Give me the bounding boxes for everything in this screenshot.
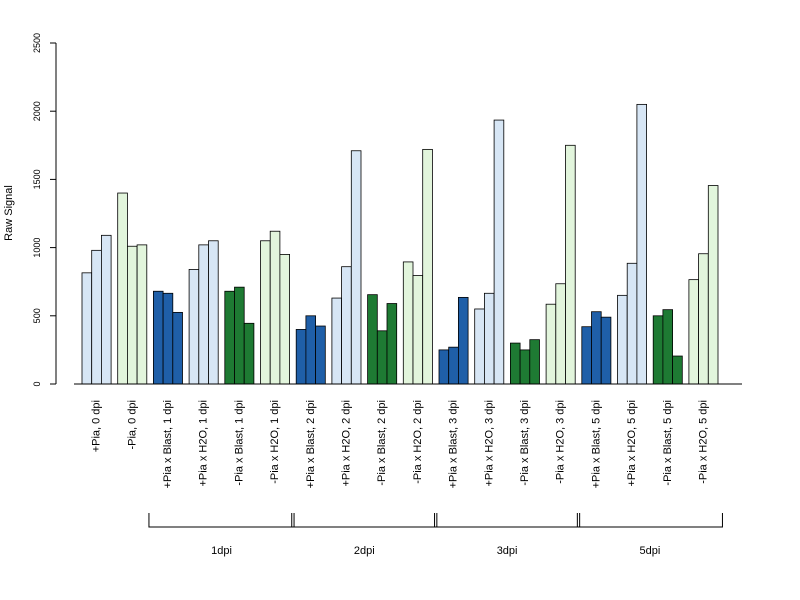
group-brackets: 1dpi 2dpi 3dpi 5dpi	[148, 513, 723, 557]
bar	[279, 254, 290, 385]
y-tick-label: 0	[32, 381, 42, 386]
bar	[386, 303, 398, 385]
x-tick-label: -Pia x H2O, 1 dpi	[269, 400, 281, 484]
x-tick-labels: +Pia, 0 dpi -Pia, 0 dpi +Pia x Blast, 1 dp…	[91, 400, 710, 488]
bar	[198, 244, 209, 385]
bar	[581, 326, 592, 385]
bar	[448, 346, 459, 385]
bar	[117, 192, 128, 385]
bar	[350, 150, 362, 385]
x-tick-label: -Pia x Blast, 5 dpi	[662, 400, 674, 486]
bar	[529, 339, 540, 385]
bar	[600, 316, 612, 385]
y-tick-label: 2500	[32, 33, 42, 53]
bar	[81, 272, 93, 385]
bar	[331, 297, 342, 385]
bar	[672, 355, 683, 385]
group-label: 3dpi	[497, 545, 518, 557]
x-tick-label: +Pia x Blast, 1 dpi	[162, 400, 174, 488]
group-label: 2dpi	[354, 545, 375, 557]
bar	[474, 308, 485, 385]
bar	[662, 309, 674, 385]
bars	[81, 103, 719, 385]
bar	[636, 103, 648, 385]
y-tick-label: 500	[32, 308, 42, 323]
bar	[367, 294, 378, 385]
y-tick-label: 2000	[32, 101, 42, 121]
bar	[243, 322, 255, 385]
bar	[315, 325, 326, 385]
bar	[698, 253, 709, 385]
bar	[493, 119, 505, 385]
bar	[565, 144, 576, 385]
x-tick-label: +Pia, 0 dpi	[91, 400, 103, 452]
group-label: 1dpi	[211, 545, 232, 557]
bar	[617, 294, 628, 385]
bar	[101, 234, 112, 385]
group-bracket	[148, 513, 295, 528]
x-tick-label: +Pia x H2O, 5 dpi	[626, 400, 638, 487]
bar	[234, 286, 245, 385]
bar	[509, 342, 521, 385]
x-tick-label: +Pia x Blast, 3 dpi	[448, 400, 460, 488]
bar	[127, 245, 138, 385]
bar	[438, 349, 450, 385]
group-bracket	[576, 513, 723, 528]
bar	[188, 269, 200, 385]
x-tick-label: +Pia x H2O, 1 dpi	[198, 400, 210, 487]
bar	[483, 292, 495, 385]
bar	[412, 275, 424, 385]
bar	[295, 329, 307, 385]
bar	[422, 148, 433, 385]
bar	[626, 262, 638, 385]
x-tick-label: +Pia x Blast, 2 dpi	[305, 400, 317, 488]
x-tick-label: -Pia x Blast, 3 dpi	[519, 400, 531, 486]
y-tick-label: 1000	[32, 238, 42, 258]
y-axis-label: Raw Signal	[3, 185, 15, 241]
bar	[172, 311, 183, 385]
group-label: 5dpi	[640, 545, 661, 557]
bar	[402, 261, 414, 385]
bar	[591, 311, 602, 385]
bar	[269, 230, 281, 385]
x-tick-label: -Pia x Blast, 1 dpi	[233, 400, 245, 486]
bar	[208, 240, 219, 385]
bar	[376, 330, 388, 385]
bar	[91, 249, 102, 385]
x-tick-label: -Pia x H2O, 2 dpi	[412, 400, 424, 484]
x-tick-label: -Pia x H2O, 5 dpi	[697, 400, 709, 484]
bar	[152, 290, 164, 385]
x-tick-label: -Pia, 0 dpi	[126, 400, 138, 450]
bar	[341, 266, 352, 385]
x-tick-label: +Pia x H2O, 3 dpi	[483, 400, 495, 487]
x-tick-label: +Pia x Blast, 5 dpi	[590, 400, 602, 488]
bar	[707, 185, 719, 385]
bar	[555, 283, 566, 385]
bar	[136, 244, 148, 385]
bar	[457, 296, 469, 385]
x-tick-label: -Pia x Blast, 2 dpi	[376, 400, 388, 486]
group-bracket	[434, 513, 581, 528]
bar	[545, 303, 557, 385]
y-tick-label: 1500	[32, 169, 42, 189]
bar	[224, 290, 235, 385]
x-tick-label: +Pia x H2O, 2 dpi	[340, 400, 352, 487]
y-axis: 0 500 1000 1500 2000 2500	[32, 33, 57, 387]
bar	[652, 315, 664, 385]
bar	[305, 315, 316, 385]
x-tick-label: -Pia x H2O, 3 dpi	[555, 400, 567, 484]
bar	[688, 279, 700, 385]
bar	[162, 292, 174, 385]
group-bracket	[291, 513, 438, 528]
bar	[519, 349, 531, 385]
bar	[260, 240, 271, 385]
